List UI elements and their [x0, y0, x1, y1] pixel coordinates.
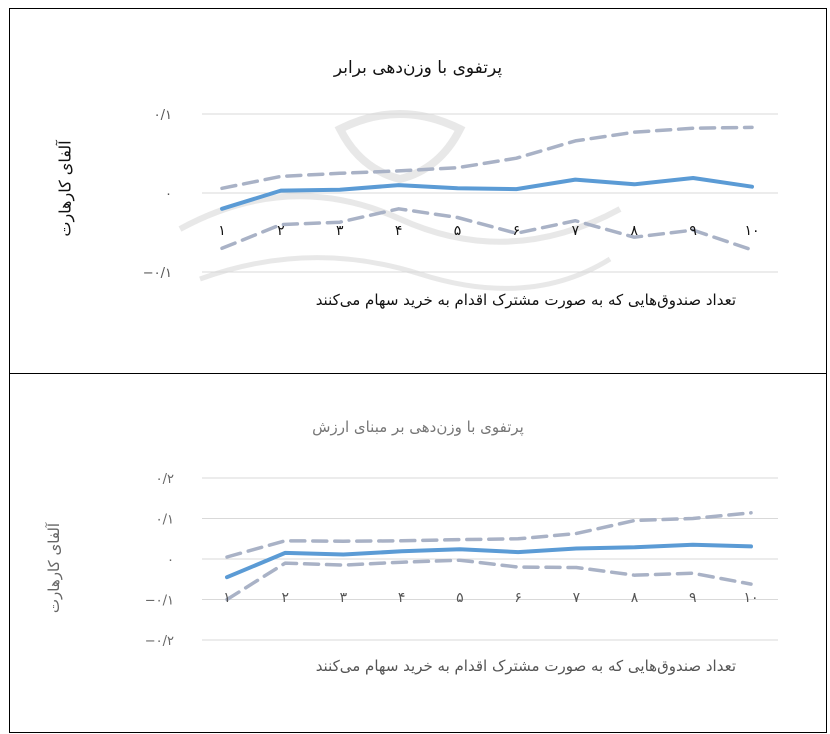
y-tick-label: ۰/۲	[156, 472, 174, 487]
series-line-alpha	[225, 542, 753, 580]
x-tick-label: ۶	[514, 590, 522, 606]
y-tick-label: ۰	[167, 553, 174, 568]
y-tick-label: ۰/۱	[156, 513, 174, 528]
x-tick-label: ۵	[454, 223, 462, 239]
y-tick-label: −۰/۲	[145, 634, 174, 649]
chart-title: پرتفوی با وزن‌دهی بر مبنای ارزش	[312, 418, 524, 436]
x-tick-label: ۲	[281, 590, 289, 606]
series-line-confidence-band	[225, 558, 753, 602]
x-tick-label: ۴	[398, 590, 406, 606]
line-plot: ۰/۲ ۰/۱ ۰ −۰/۱ −۰/۲ ۱ ۲ ۳ ۴ ۵ ۶ ۷ ۸ ۹ ۱۰	[145, 472, 778, 649]
series-line-confidence-band	[220, 125, 754, 191]
x-tick-label: ۷	[572, 223, 580, 239]
x-tick-label: ۵	[456, 590, 464, 606]
x-tick-label: ۳	[336, 223, 344, 239]
x-tick-label: ۳	[340, 590, 348, 606]
series-line-confidence-band	[220, 207, 754, 252]
x-axis-label: تعداد صندوق‌هایی که به صورت مشترک اقدام …	[315, 657, 736, 675]
x-tick-label: ۱	[223, 590, 231, 606]
x-tick-label: ۱	[218, 223, 226, 239]
x-tick-label: ۴	[395, 223, 403, 239]
x-tick-label: ۶	[513, 223, 521, 239]
line-plot: ۰/۱ ۰ −۰/۱ ۱ ۲ ۳ ۴ ۵ ۶ ۷ ۸ ۹ ۱۰	[143, 108, 778, 281]
x-tick-label: ۸	[630, 223, 638, 239]
y-tick-label: ۰	[165, 187, 172, 202]
x-tick-label: ۹	[689, 223, 697, 239]
series-line-alpha	[220, 176, 754, 211]
x-tick-label: ۷	[573, 590, 581, 606]
x-axis-label: تعداد صندوق‌هایی که به صورت مشترک اقدام …	[315, 291, 736, 309]
y-tick-label: −۰/۱	[145, 594, 174, 609]
x-tick-label: ۸	[631, 590, 639, 606]
x-tick-label: ۹	[689, 590, 697, 606]
x-tick-label: ۱۰	[743, 590, 758, 606]
x-tick-label: ۱۰	[744, 223, 759, 239]
chart-title: پرتفوی با وزن‌دهی برابر	[333, 58, 503, 78]
series-line-confidence-band	[225, 511, 753, 559]
y-tick-label: ۰/۱	[154, 108, 172, 123]
x-tick-label: ۲	[277, 223, 285, 239]
chart-panel-value-weight: پرتفوی با وزن‌دهی بر مبنای ارزش آلفای کا…	[9, 373, 827, 733]
chart-panel-equal-weight: پرتفوی با وزن‌دهی برابر آلفای کارهارت تع…	[9, 8, 827, 374]
y-tick-label: −۰/۱	[143, 266, 172, 281]
